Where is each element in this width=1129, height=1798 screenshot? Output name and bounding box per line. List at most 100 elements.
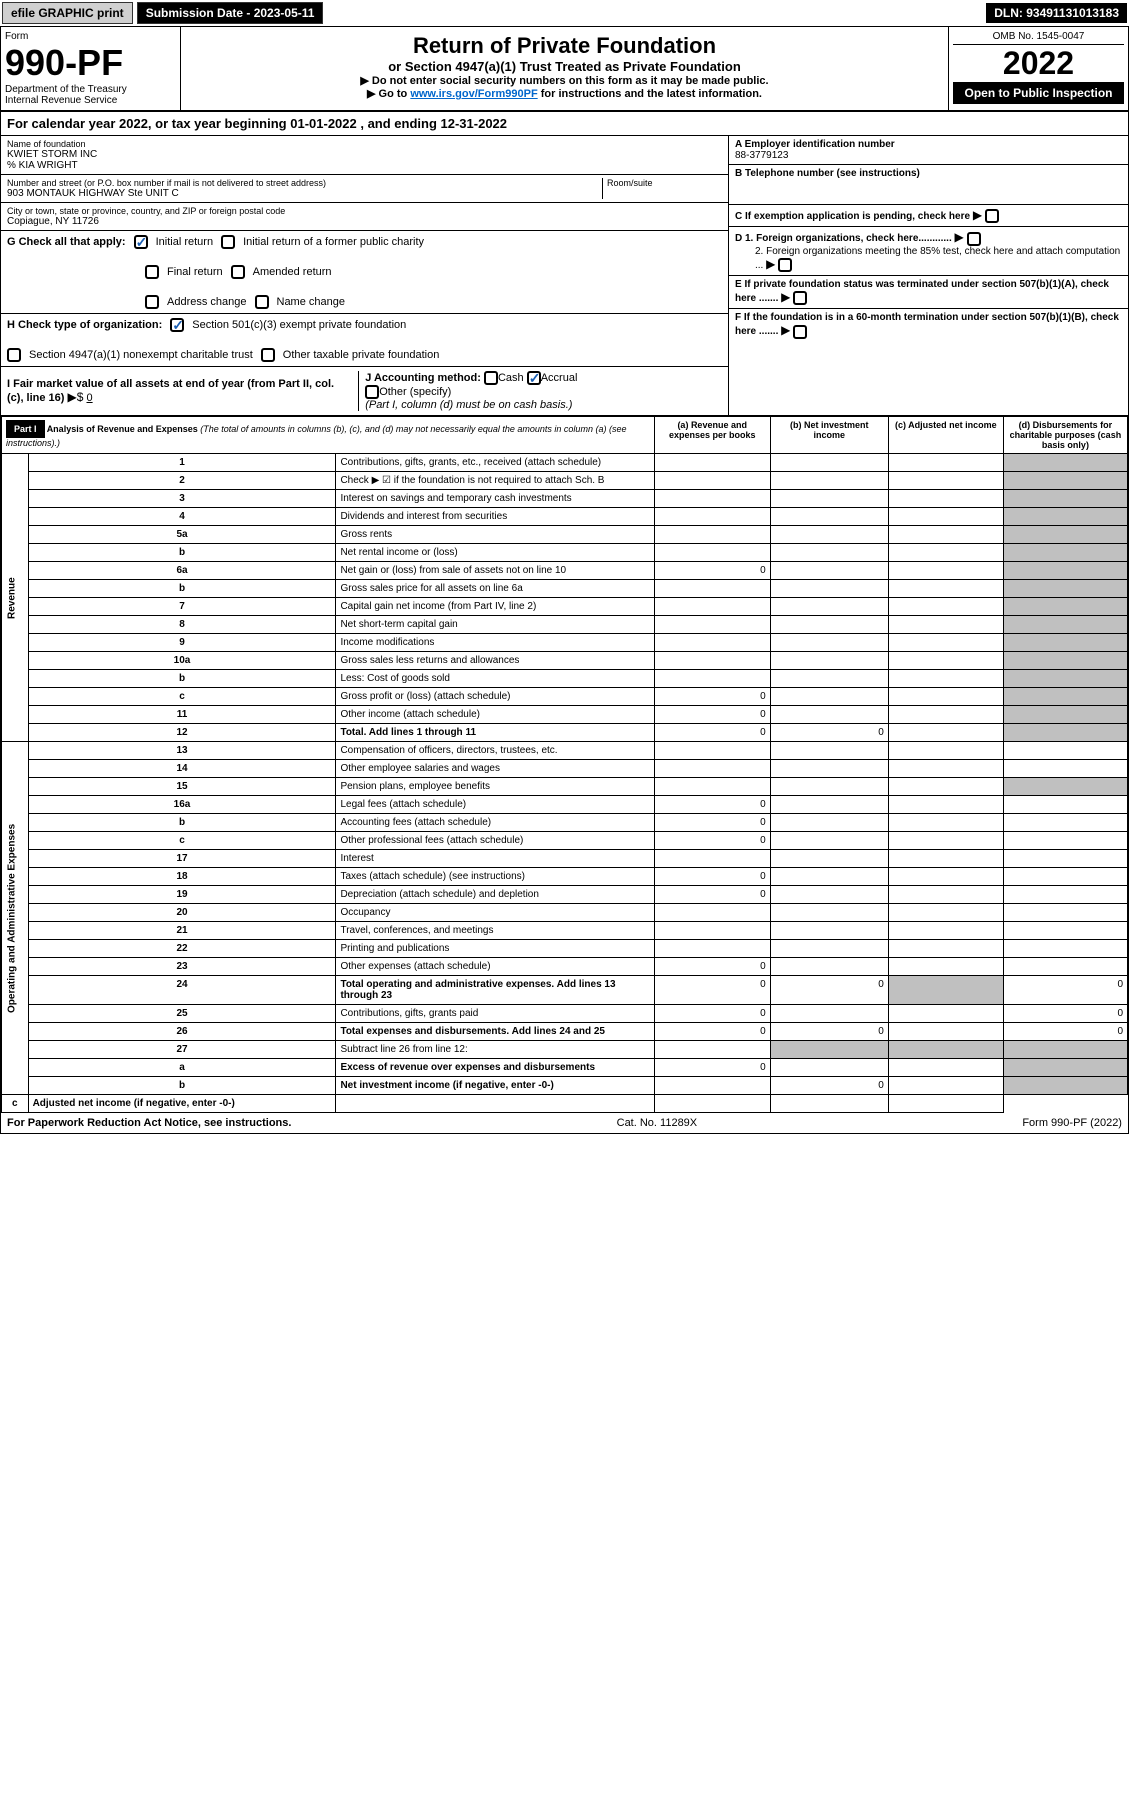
chk-other-acct[interactable] — [365, 385, 379, 399]
line-value-col-d — [1003, 634, 1127, 652]
line-value-col-d — [1003, 598, 1127, 616]
line-value-col-d: 0 — [1003, 976, 1127, 1005]
line-value-col-c — [888, 472, 1003, 490]
form-title: Return of Private Foundation — [187, 33, 942, 59]
ein-value: 88-3779123 — [735, 150, 1122, 161]
line-value-col-a — [654, 850, 770, 868]
line-value-col-b — [770, 544, 888, 562]
chk-f[interactable] — [793, 325, 807, 339]
line-value-col-a — [654, 778, 770, 796]
line-value-col-d — [1003, 1041, 1127, 1059]
col-b-header: (b) Net investment income — [770, 417, 888, 454]
line-value-col-d — [1003, 544, 1127, 562]
instr2-post: for instructions and the latest informat… — [538, 88, 762, 100]
opt-other-tax: Other taxable private foundation — [283, 349, 440, 361]
line-number: 4 — [28, 508, 336, 526]
line-number: 21 — [28, 922, 336, 940]
section-g: G Check all that apply: Initial return I… — [1, 231, 728, 314]
line-value-col-a — [654, 760, 770, 778]
line-value-col-b — [770, 472, 888, 490]
chk-d2[interactable] — [778, 258, 792, 272]
line-number: 8 — [28, 616, 336, 634]
line-value-col-d — [1003, 778, 1127, 796]
line-value-col-c — [888, 742, 1003, 760]
line-value-col-a: 0 — [654, 886, 770, 904]
line-value-col-b — [770, 832, 888, 850]
part1-label: Part I — [6, 420, 45, 438]
chk-final[interactable] — [145, 265, 159, 279]
j-label: J Accounting method: — [365, 372, 481, 384]
line-value-col-b — [770, 688, 888, 706]
fmv-value: 0 — [87, 392, 93, 404]
line-value-col-a — [654, 544, 770, 562]
line-value-col-a: 0 — [654, 976, 770, 1005]
line-value-col-b — [770, 958, 888, 976]
line-value-col-a — [654, 526, 770, 544]
table-row: 15Pension plans, employee benefits — [2, 778, 1128, 796]
care-of: % KIA WRIGHT — [7, 160, 722, 171]
chk-initial-return[interactable] — [134, 235, 148, 249]
chk-cash[interactable] — [484, 371, 498, 385]
table-row: aExcess of revenue over expenses and dis… — [2, 1059, 1128, 1077]
table-row: 17Interest — [2, 850, 1128, 868]
line-value-col-c — [888, 922, 1003, 940]
line-value-col-c — [888, 796, 1003, 814]
line-value-col-c — [888, 1059, 1003, 1077]
omb-number: OMB No. 1545-0047 — [953, 31, 1124, 45]
line-value-col-c — [888, 724, 1003, 742]
line-number: 23 — [28, 958, 336, 976]
line-number: 9 — [28, 634, 336, 652]
line-value-col-a: 0 — [654, 814, 770, 832]
line-value-col-c — [888, 868, 1003, 886]
line-value-col-b — [770, 850, 888, 868]
line-description: Dividends and interest from securities — [336, 508, 654, 526]
opt-other-acct: Other (specify) — [379, 386, 451, 398]
line-value-col-a — [654, 616, 770, 634]
line-number: b — [28, 544, 336, 562]
irs-link[interactable]: www.irs.gov/Form990PF — [410, 88, 537, 100]
table-row: bNet investment income (if negative, ent… — [2, 1077, 1128, 1095]
line-value-col-b: 0 — [770, 976, 888, 1005]
chk-amended[interactable] — [231, 265, 245, 279]
line-value-col-c — [888, 454, 1003, 472]
line-number: 17 — [28, 850, 336, 868]
table-row: 6aNet gain or (loss) from sale of assets… — [2, 562, 1128, 580]
line-number: 24 — [28, 976, 336, 1005]
efile-button[interactable]: efile GRAPHIC print — [2, 2, 133, 24]
line-description: Adjusted net income (if negative, enter … — [28, 1095, 336, 1113]
line-value-col-c — [888, 670, 1003, 688]
chk-name[interactable] — [255, 295, 269, 309]
line-number: 19 — [28, 886, 336, 904]
chk-501c3[interactable] — [170, 318, 184, 332]
table-row: 16aLegal fees (attach schedule)0 — [2, 796, 1128, 814]
line-description: Contributions, gifts, grants paid — [336, 1005, 654, 1023]
chk-d1[interactable] — [967, 232, 981, 246]
line-value-col-a: 0 — [654, 832, 770, 850]
chk-other-tax[interactable] — [261, 348, 275, 362]
line-value-col-d — [1003, 508, 1127, 526]
name-label: Name of foundation — [7, 139, 722, 149]
line-number: 18 — [28, 868, 336, 886]
table-row: 12Total. Add lines 1 through 1100 — [2, 724, 1128, 742]
line-value-col-b — [770, 796, 888, 814]
inspection-badge: Open to Public Inspection — [953, 82, 1124, 104]
chk-c[interactable] — [985, 209, 999, 223]
line-number: 13 — [28, 742, 336, 760]
chk-4947[interactable] — [7, 348, 21, 362]
chk-address[interactable] — [145, 295, 159, 309]
chk-accrual[interactable] — [527, 371, 541, 385]
table-row: bAccounting fees (attach schedule)0 — [2, 814, 1128, 832]
footer-left: For Paperwork Reduction Act Notice, see … — [7, 1117, 291, 1129]
line-value-col-b — [770, 562, 888, 580]
line-number: 25 — [28, 1005, 336, 1023]
chk-e[interactable] — [793, 291, 807, 305]
chk-initial-former[interactable] — [221, 235, 235, 249]
line-value-col-c — [888, 598, 1003, 616]
line-description: Interest on savings and temporary cash i… — [336, 490, 654, 508]
line-description: Total expenses and disbursements. Add li… — [336, 1023, 654, 1041]
line-value-col-b — [770, 508, 888, 526]
table-row: 18Taxes (attach schedule) (see instructi… — [2, 868, 1128, 886]
line-value-col-a: 0 — [654, 562, 770, 580]
line-value-col-b — [770, 616, 888, 634]
line-description: Depreciation (attach schedule) and deple… — [336, 886, 654, 904]
